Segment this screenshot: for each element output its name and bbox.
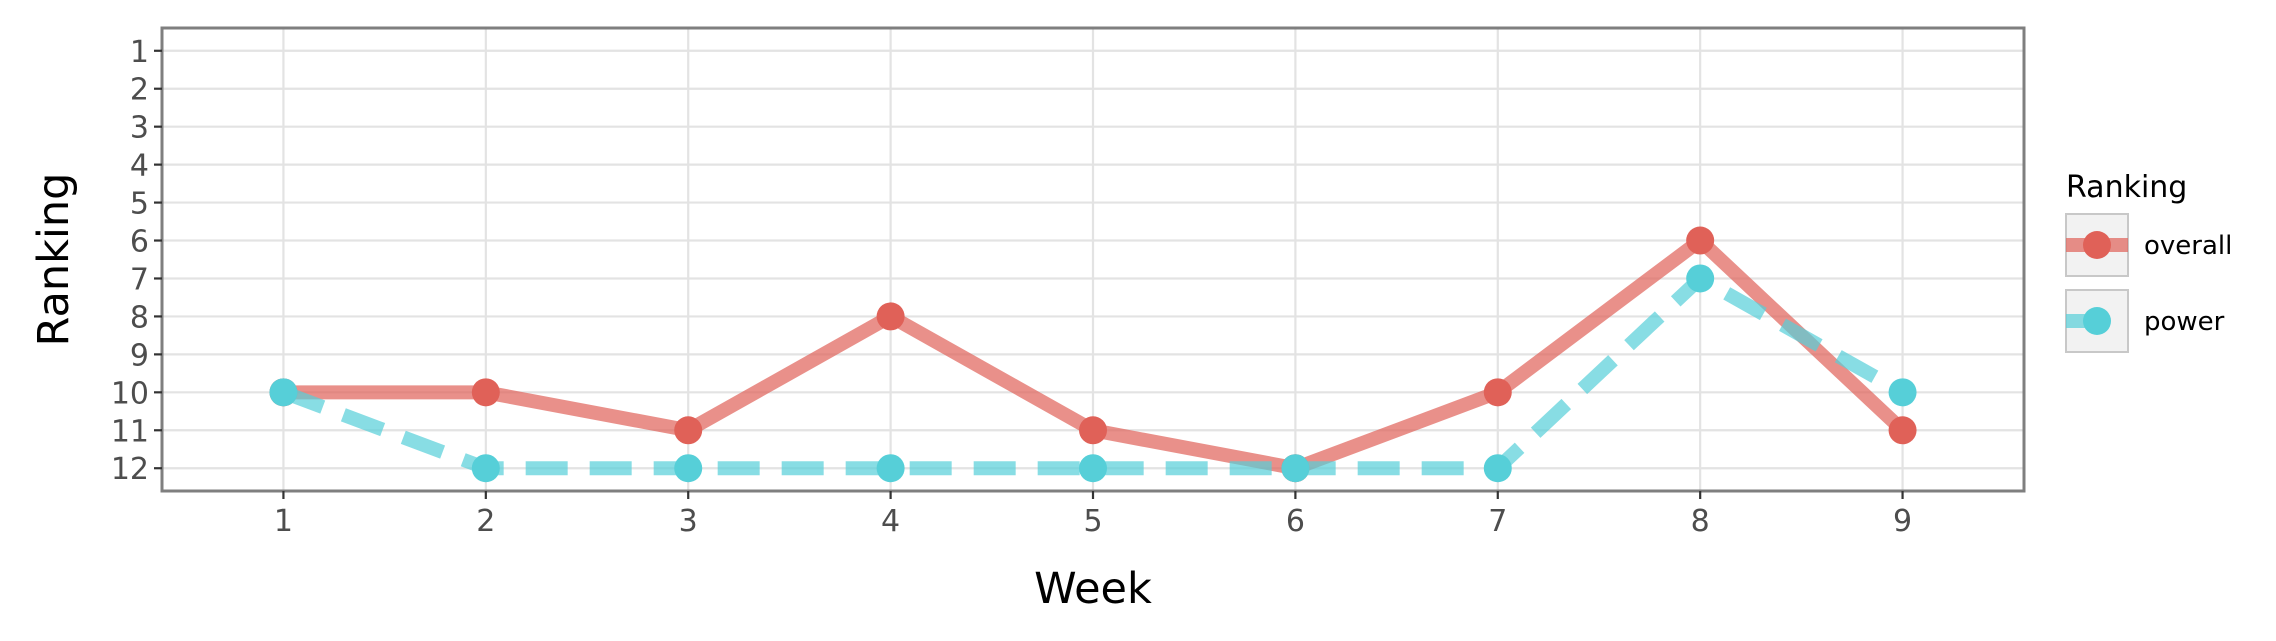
y-tick-label: 2 — [130, 73, 149, 108]
y-tick-label: 10 — [111, 376, 149, 411]
x-tick-label: 3 — [679, 504, 698, 539]
y-tick-label: 8 — [130, 300, 149, 335]
legend-key-power — [2065, 289, 2129, 353]
y-axis-title: Ranking — [29, 173, 79, 347]
x-axis-title: Week — [1034, 564, 1152, 614]
data-point-overall — [876, 302, 905, 331]
y-tick-label: 4 — [130, 149, 149, 184]
x-tick-label: 9 — [1893, 504, 1912, 539]
y-tick-label: 7 — [130, 262, 149, 297]
x-tick-label: 2 — [476, 504, 495, 539]
x-tick-label: 8 — [1691, 504, 1710, 539]
data-point-overall — [1686, 226, 1715, 255]
data-point-power — [269, 378, 298, 407]
legend-title: Ranking — [2066, 170, 2187, 205]
data-point-overall — [1483, 378, 1512, 407]
data-point-overall — [1079, 416, 1107, 445]
data-point-power — [1483, 454, 1512, 483]
y-tick-label: 3 — [130, 111, 149, 146]
data-point-power — [471, 454, 500, 483]
series-power — [269, 264, 1917, 483]
y-tick-label: 12 — [111, 452, 149, 487]
y-tick-label: 9 — [130, 338, 149, 373]
data-point-power — [674, 454, 703, 483]
data-point-overall — [1888, 416, 1917, 445]
x-tick-label: 6 — [1286, 504, 1305, 539]
data-point-power — [1888, 378, 1917, 407]
data-point-power — [1281, 454, 1310, 483]
x-tick-label: 5 — [1083, 504, 1102, 539]
data-point-overall — [674, 416, 703, 445]
series-line-power — [280, 271, 1906, 476]
y-tick-label: 5 — [130, 187, 149, 222]
y-tick-label: 11 — [111, 414, 149, 449]
y-tick-label: 6 — [130, 225, 149, 260]
x-tick-label: 1 — [274, 504, 293, 539]
series — [269, 226, 1917, 483]
legend-key-point — [2083, 231, 2111, 259]
legend: Ranking overall power — [2065, 170, 2232, 353]
legend-label-overall: overall — [2144, 231, 2232, 261]
legend-key-overall — [2065, 213, 2129, 277]
y-tick-label: 1 — [130, 35, 149, 70]
x-tick-label: 4 — [881, 504, 900, 539]
legend-key-point — [2083, 307, 2111, 335]
x-tick-label: 7 — [1488, 504, 1507, 539]
data-point-overall — [471, 378, 500, 407]
data-point-power — [1079, 454, 1107, 483]
data-point-power — [1686, 264, 1715, 293]
grid — [162, 28, 2024, 491]
legend-label-power: power — [2144, 307, 2225, 337]
data-point-power — [876, 454, 905, 483]
